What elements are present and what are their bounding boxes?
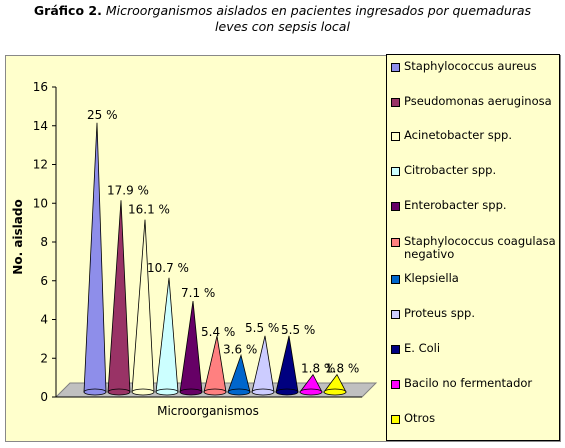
x-axis-label: Microorganismos <box>157 404 259 418</box>
back-wall <box>56 73 70 397</box>
data-label: 25 % <box>87 108 118 122</box>
y-tick-label: 2 <box>40 351 48 365</box>
chart-title: Gráfico 2. Microorganismos aislados en p… <box>0 3 565 35</box>
bar-cone <box>251 335 275 396</box>
legend-label: Acinetobacter spp. <box>404 128 512 142</box>
y-tick-label: 4 <box>40 313 48 327</box>
bar-cone <box>299 373 323 396</box>
bar-cone-base <box>107 388 131 396</box>
data-label: 16.1 % <box>128 203 170 217</box>
axes-group: 0 2 4 6 8 10 12 14 16 <box>33 73 378 404</box>
legend-swatch <box>391 202 400 211</box>
legend-swatch <box>391 310 400 319</box>
bar-cone <box>227 353 251 396</box>
bar-cone-base <box>275 388 299 396</box>
legend-label: E. Coli <box>404 341 441 355</box>
y-tick-label: 0 <box>40 390 48 404</box>
legend-label: Staphylococcus aureus <box>404 59 537 73</box>
data-label: 5.4 % <box>201 325 235 339</box>
legend-label: Proteus spp. <box>404 306 476 320</box>
y-tick-label: 10 <box>33 196 48 210</box>
bar-cone <box>179 300 203 396</box>
bar-cone-base <box>131 388 155 396</box>
y-tick-label: 16 <box>33 80 48 94</box>
bar-cone-body <box>179 300 203 393</box>
y-axis-label: No. aislado <box>11 199 25 274</box>
bars-group <box>83 122 347 396</box>
legend-swatch <box>391 132 400 141</box>
y-tick-label: 14 <box>33 119 48 133</box>
data-label: 7.1 % <box>181 286 215 300</box>
bar-cone-body <box>107 200 131 393</box>
legend: Staphylococcus aureus Pseudomonas aerugin… <box>386 54 560 441</box>
chart-title-line1: Microorganismos aislados en pacientes in… <box>105 3 532 18</box>
bar-cone <box>131 219 155 396</box>
data-label: 1.8 % <box>325 362 359 376</box>
legend-label: Klepsiella <box>404 271 459 285</box>
y-tick-label: 6 <box>40 274 48 288</box>
bar-cone-body <box>275 335 299 393</box>
legend-swatch <box>391 345 400 354</box>
bar-cone-base <box>179 388 203 396</box>
legend-swatch <box>391 167 400 176</box>
data-label: 5.5 % <box>245 321 279 335</box>
bar-cone-base <box>227 388 251 396</box>
legend-label: Pseudomonas aeruginosa <box>404 94 552 108</box>
bar-cone-body <box>83 122 107 393</box>
legend-label: Staphylococcus coagulasa negativo <box>404 234 556 261</box>
data-labels-group: 25 % 17.9 % 16.1 % 10.7 % 7.1 % 5.4 % 3.6 % 5.5… <box>87 108 359 376</box>
data-label: 10.7 % <box>147 261 189 275</box>
legend-label: Otros <box>404 411 436 425</box>
bar-cone-base <box>251 388 275 396</box>
bar-cone-body <box>227 353 251 393</box>
bar-cone <box>275 335 299 396</box>
chart-title-bold: Gráfico 2. <box>33 3 102 18</box>
legend-swatch <box>391 275 400 284</box>
y-tick-label: 12 <box>33 158 48 172</box>
legend-swatch <box>391 415 400 424</box>
data-label: 5.5 % <box>281 323 315 337</box>
bar-cone-base <box>299 388 323 396</box>
data-label: 3.6 % <box>223 342 257 356</box>
legend-label: Citrobacter spp. <box>404 163 497 177</box>
bar-cone <box>203 335 227 396</box>
legend-swatch <box>391 98 400 107</box>
bar-cone-base <box>203 388 227 396</box>
bar-cone <box>83 122 107 396</box>
bar-cone-base <box>83 388 107 396</box>
bar-cone-base <box>155 388 179 396</box>
legend-swatch <box>391 63 400 72</box>
y-tick-label: 8 <box>40 235 48 249</box>
bar-cone-body <box>155 277 179 393</box>
chart-title-line2: leves con sepsis local <box>215 19 350 34</box>
data-label: 1.8 % <box>301 362 335 376</box>
legend-swatch <box>391 238 400 247</box>
legend-label: Enterobacter spp. <box>404 198 507 212</box>
bar-cone <box>155 277 179 396</box>
legend-label: Bacilo no fermentador <box>404 376 533 390</box>
bar-cone-body <box>131 219 155 393</box>
bar-cone <box>323 373 347 396</box>
bar-cone <box>107 200 131 396</box>
legend-swatch <box>391 380 400 389</box>
bar-cone-base <box>323 388 347 396</box>
data-label: 17.9 % <box>107 183 149 197</box>
